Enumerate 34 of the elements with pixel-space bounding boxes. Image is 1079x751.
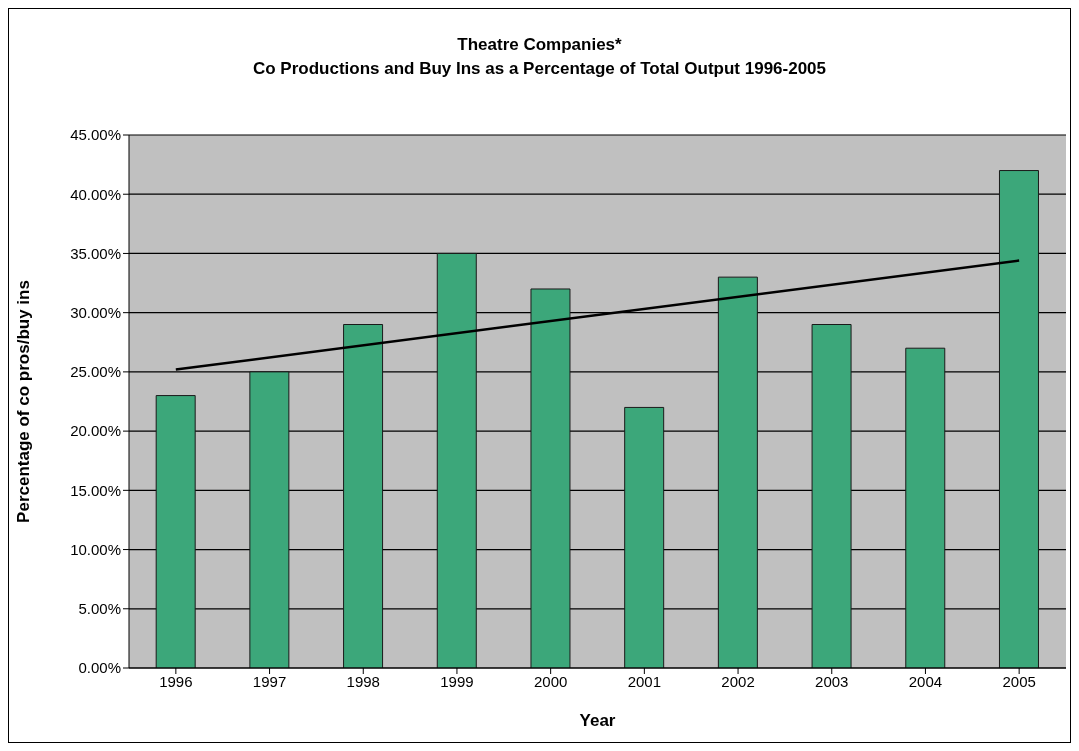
bar <box>249 371 290 668</box>
bar <box>998 170 1039 668</box>
y-tick-label: 30.00% <box>70 303 121 321</box>
x-tick-label: 2003 <box>815 672 849 690</box>
x-tick-label: 1999 <box>440 672 474 690</box>
y-tick-label: 10.00% <box>70 540 121 558</box>
y-tick-label: 15.00% <box>70 481 121 499</box>
y-tick-label: 45.00% <box>70 126 121 144</box>
bar <box>717 276 758 668</box>
y-tick-label: 5.00% <box>78 600 121 618</box>
bar <box>343 324 384 668</box>
chart-subtitle: Co Productions and Buy Ins as a Percentage of Total Output 1996-2005 <box>251 58 828 80</box>
x-tick-label: 2005 <box>1002 672 1036 690</box>
x-tick-label: 1996 <box>159 672 193 690</box>
x-tick-label: 1998 <box>346 672 380 690</box>
x-tick-label: 2001 <box>627 672 662 690</box>
x-tick-label: 2000 <box>533 672 568 690</box>
bar <box>155 395 196 668</box>
y-axis-title: Percentage of co pros/buy ins <box>14 280 34 523</box>
bar <box>624 406 665 668</box>
bar <box>811 324 852 668</box>
x-tick-label: 1997 <box>252 672 287 690</box>
x-tick-label: 2004 <box>908 672 943 690</box>
bar <box>530 288 571 668</box>
x-axis-title: Year <box>579 711 616 730</box>
y-tick-label: 0.00% <box>78 659 121 677</box>
y-tick-label: 40.00% <box>70 185 121 203</box>
x-tick-label: 2002 <box>721 672 755 690</box>
bar <box>905 347 946 668</box>
y-tick-label: 20.00% <box>70 422 121 440</box>
y-tick-label: 25.00% <box>70 363 121 381</box>
chart-title: Theatre Companies* <box>456 34 623 56</box>
bar <box>436 252 477 668</box>
y-tick-label: 35.00% <box>70 244 121 262</box>
